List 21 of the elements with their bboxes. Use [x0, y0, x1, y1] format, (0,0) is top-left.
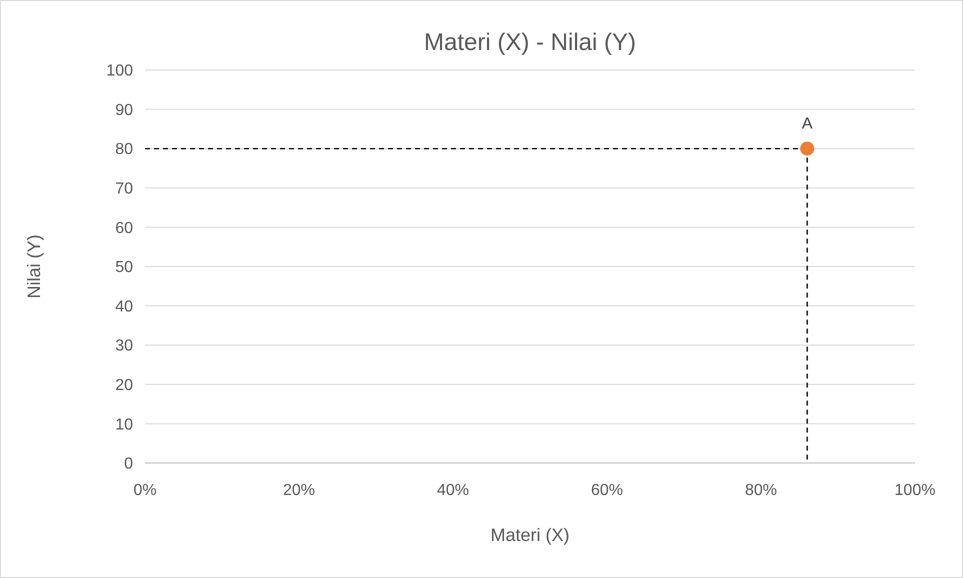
y-axis-title: Nilai (Y)	[24, 234, 44, 299]
y-tick-label: 40	[115, 298, 134, 316]
y-tick-label: 90	[115, 102, 134, 119]
y-tick-label: 20	[115, 377, 134, 394]
x-tick-label: 40%	[436, 482, 470, 499]
x-tick-label: 0%	[133, 482, 157, 499]
x-tick-label: 20%	[282, 482, 316, 499]
y-tick-label: 60	[115, 220, 134, 237]
x-tick-label: 100%	[894, 482, 936, 499]
x-tick-label: 60%	[590, 482, 624, 499]
x-tick-label: 80%	[744, 482, 778, 499]
y-tick-label: 30	[115, 338, 134, 355]
y-tick-label: 0	[124, 456, 134, 473]
chart-title: Materi (X) - Nilai (Y)	[424, 29, 636, 56]
y-tick-label: 80	[115, 141, 134, 158]
annotation: A	[802, 116, 813, 133]
y-tick-label: 70	[115, 180, 134, 198]
y-tick-label: 100	[106, 62, 134, 80]
x-axis-title: Materi (X)	[490, 525, 570, 545]
y-tick-label: 10	[115, 416, 134, 434]
y-tick-label: 50	[115, 259, 134, 276]
